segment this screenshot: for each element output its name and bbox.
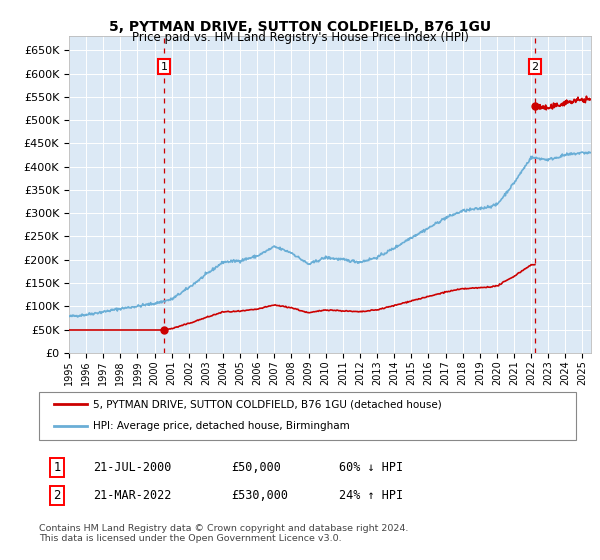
Text: 60% ↓ HPI: 60% ↓ HPI bbox=[339, 461, 403, 474]
Text: 1: 1 bbox=[53, 461, 61, 474]
Text: Price paid vs. HM Land Registry's House Price Index (HPI): Price paid vs. HM Land Registry's House … bbox=[131, 31, 469, 44]
Text: 5, PYTMAN DRIVE, SUTTON COLDFIELD, B76 1GU: 5, PYTMAN DRIVE, SUTTON COLDFIELD, B76 1… bbox=[109, 20, 491, 34]
Text: 21-JUL-2000: 21-JUL-2000 bbox=[93, 461, 172, 474]
Text: £530,000: £530,000 bbox=[231, 489, 288, 502]
Text: 24% ↑ HPI: 24% ↑ HPI bbox=[339, 489, 403, 502]
Text: 1: 1 bbox=[160, 62, 167, 72]
Text: 5, PYTMAN DRIVE, SUTTON COLDFIELD, B76 1GU (detached house): 5, PYTMAN DRIVE, SUTTON COLDFIELD, B76 1… bbox=[93, 399, 442, 409]
Text: £50,000: £50,000 bbox=[231, 461, 281, 474]
Text: HPI: Average price, detached house, Birmingham: HPI: Average price, detached house, Birm… bbox=[93, 421, 350, 431]
Text: 21-MAR-2022: 21-MAR-2022 bbox=[93, 489, 172, 502]
Text: 2: 2 bbox=[532, 62, 538, 72]
Text: 2: 2 bbox=[53, 489, 61, 502]
Text: Contains HM Land Registry data © Crown copyright and database right 2024.
This d: Contains HM Land Registry data © Crown c… bbox=[39, 524, 409, 543]
